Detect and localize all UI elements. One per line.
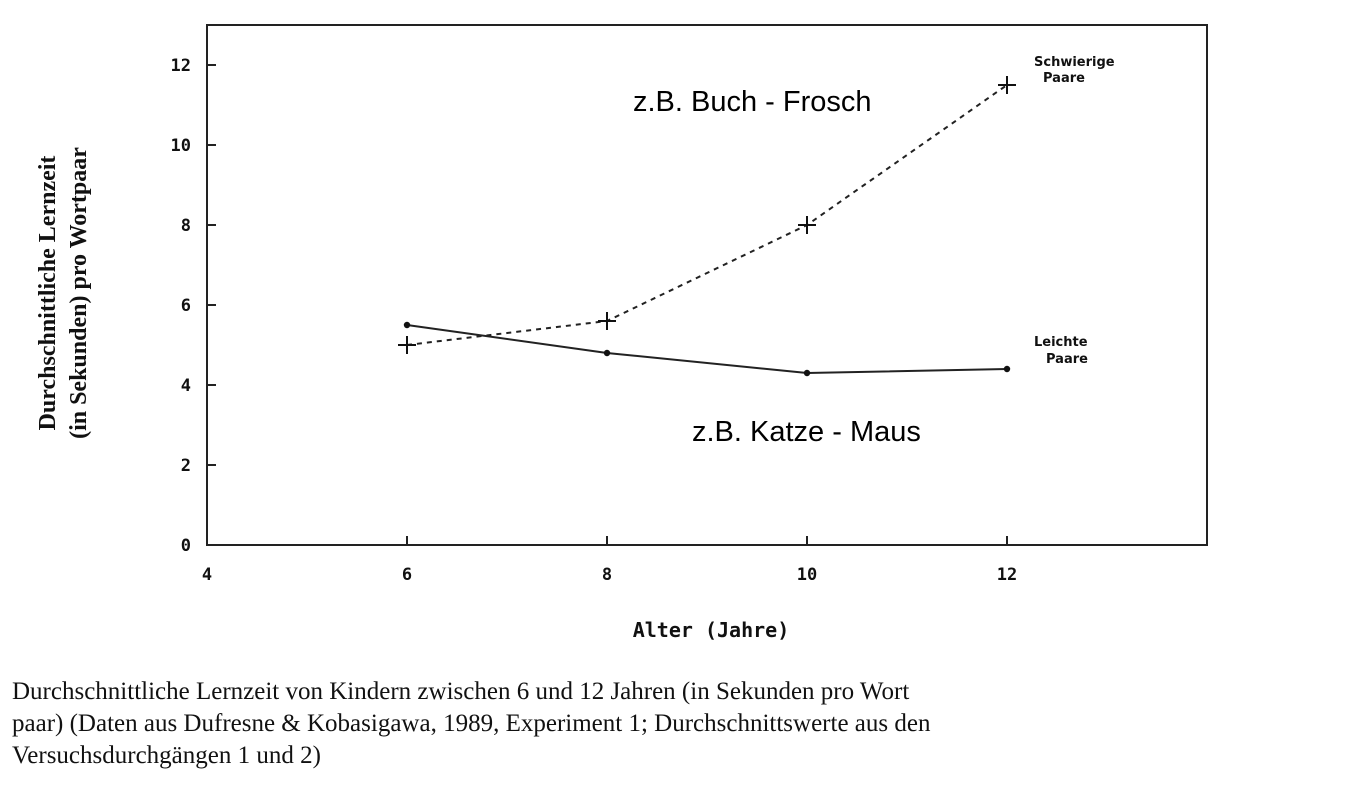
series-line-schwierige-paare (406, 84, 1008, 346)
line-chart: 0 2 4 6 8 10 12 4 6 8 10 12 Alter (Jahre) Durchschn… (35, 24, 1208, 642)
data-point-plus-marker (398, 336, 416, 354)
y-tick-label: 12 (171, 56, 191, 76)
x-tick-label: 8 (602, 565, 612, 585)
y-tick-label: 4 (181, 376, 191, 396)
axis-ticks: 0 2 4 6 8 10 12 4 6 8 10 12 (171, 56, 1018, 585)
y-tick-label: 0 (181, 536, 191, 556)
data-point-plus-marker (598, 312, 616, 330)
data-point-plus-marker (798, 216, 816, 234)
plot-frame (206, 24, 1208, 546)
x-axis-label: Alter (Jahre) (633, 618, 790, 642)
y-tick-label: 10 (171, 136, 191, 156)
y-axis-label-line-2: (in Sekunden) pro Wortpaar (66, 147, 92, 439)
y-tick-label: 6 (181, 296, 191, 316)
series-label-leichte-line-2: Paare (1046, 352, 1088, 367)
data-point-dot-marker (603, 349, 611, 357)
series-label-schwierige-line-1: Schwierige (1034, 55, 1115, 70)
series-label-schwierige-line-2: Paare (1043, 71, 1085, 86)
x-tick-label: 4 (202, 565, 212, 585)
y-axis-label-line-1: Durchschnittliche Lernzeit (35, 156, 61, 431)
series-line-leichte-paare (406, 324, 1008, 375)
figure-caption: Durchschnittliche Lernzeit von Kindern z… (12, 676, 1342, 772)
caption-line-3: Versuchsdurchgängen 1 und 2) (12, 742, 321, 769)
series-markers (398, 76, 1016, 377)
x-tick-label: 10 (797, 565, 817, 585)
y-tick-label: 8 (181, 216, 191, 236)
series-lines (406, 84, 1008, 375)
annotation-leichte-example: z.B. Katze - Maus (692, 416, 921, 448)
data-point-dot-marker (1003, 365, 1011, 373)
x-tick-label: 6 (402, 565, 412, 585)
x-tick-label: 12 (997, 565, 1017, 585)
annotation-schwierige-example: z.B. Buch - Frosch (633, 86, 872, 118)
data-point-dot-marker (403, 321, 411, 329)
caption-line-1: Durchschnittliche Lernzeit von Kindern z… (12, 678, 910, 705)
y-tick-label: 2 (181, 456, 191, 476)
data-point-dot-marker (803, 369, 811, 377)
caption-line-2: paar) (Daten aus Dufresne & Kobasigawa, … (12, 710, 931, 737)
series-label-leichte-line-1: Leichte (1034, 335, 1088, 350)
data-point-plus-marker (998, 76, 1016, 94)
